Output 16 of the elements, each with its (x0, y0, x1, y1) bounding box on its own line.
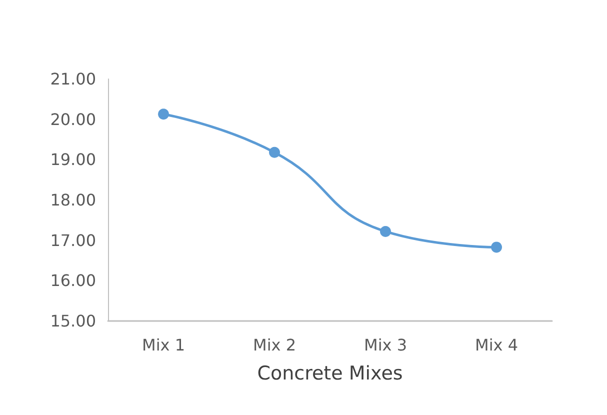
y-tick-label: 19.00 (50, 150, 96, 170)
x-tick-label: Mix 1 (142, 336, 185, 354)
x-axis-title: Concrete Mixes (257, 362, 403, 384)
y-tick-label: 15.00 (50, 312, 96, 330)
y-tick-label: 16.00 (50, 271, 96, 290)
y-tick-label: 17.00 (50, 230, 96, 250)
point (158, 108, 169, 120)
point (491, 242, 502, 253)
point (380, 226, 391, 237)
y-tick-label: 18.00 (50, 190, 96, 210)
x-tick-label: Mix 3 (364, 336, 407, 354)
point (269, 146, 280, 158)
x-tick-label: Mix 4 (475, 336, 518, 354)
x-tick-label: Mix 2 (253, 336, 296, 354)
y-tick-label: 21.00 (50, 70, 96, 88)
y-tick-label: 20.00 (50, 110, 96, 129)
